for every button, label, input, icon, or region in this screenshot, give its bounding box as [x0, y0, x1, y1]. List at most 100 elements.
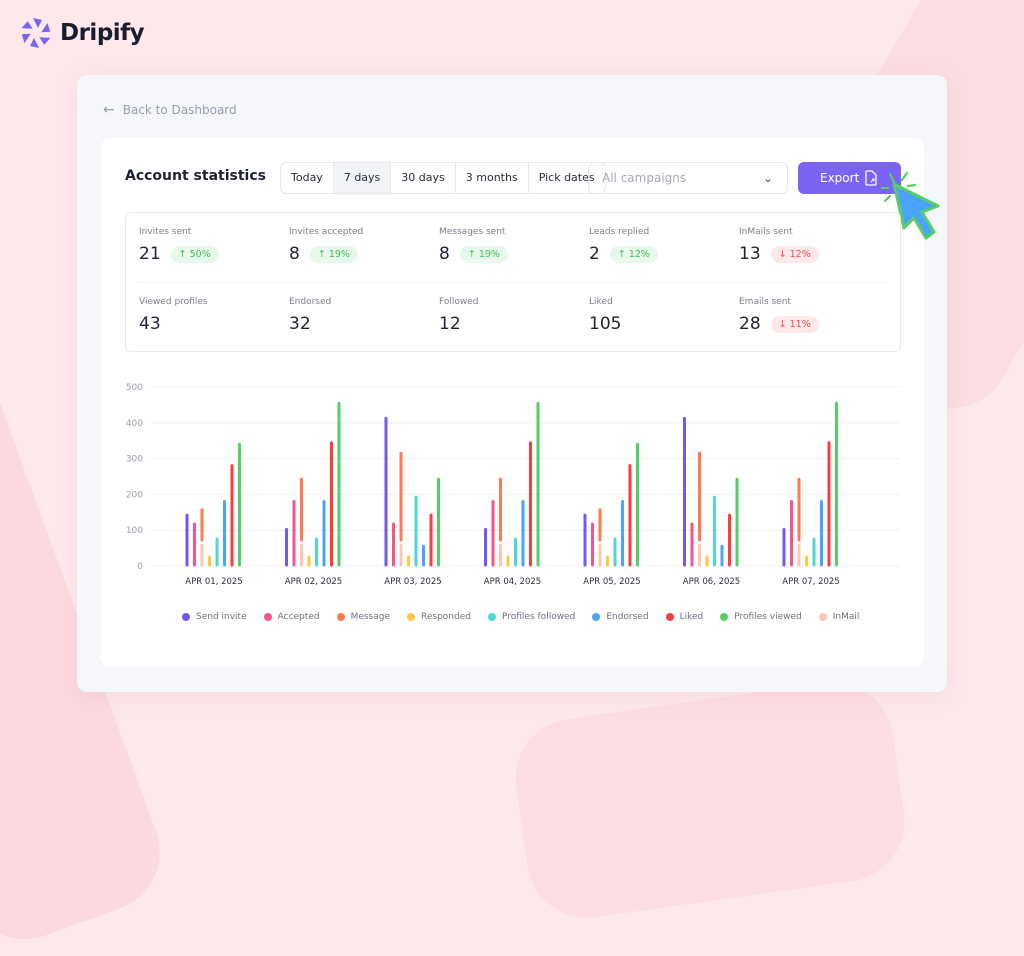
- range-pick-dates[interactable]: Pick dates: [538, 171, 595, 184]
- change-value: 11%: [789, 318, 811, 330]
- change-badge: ↑ 50%: [170, 245, 219, 263]
- brand-logo: Dripify: [20, 17, 145, 49]
- back-label: Back to Dashboard: [122, 103, 237, 117]
- statistics-card: [101, 138, 924, 667]
- campaign-select-value: All campaigns: [602, 171, 687, 185]
- stat-invites-sent: Invites sent 21 ↑ 50%: [139, 227, 279, 264]
- stats-panel: [125, 212, 901, 352]
- range-30-days[interactable]: 30 days: [391, 163, 456, 193]
- chevron-down-icon: ⌄: [762, 171, 773, 185]
- y-tick-label: 500: [126, 383, 143, 393]
- legend-item[interactable]: Profiles followed: [487, 612, 576, 622]
- legend-dot-icon: [818, 613, 827, 621]
- chart-legend: Send invite Accepted Message Responded Profi…: [182, 612, 876, 622]
- arrow-up-icon: ↑: [317, 248, 326, 260]
- change-value: 12%: [628, 248, 650, 260]
- legend-label: Send invite: [196, 612, 247, 622]
- y-tick-label: 400: [126, 419, 143, 429]
- stat-value: 43: [139, 314, 161, 334]
- stat-followed: Followed 12: [439, 297, 579, 334]
- x-tick-label: APR 05, 2025: [583, 577, 640, 587]
- change-value: 50%: [189, 248, 211, 260]
- stat-label: Invites sent: [139, 227, 192, 237]
- legend-label: Profiles followed: [501, 612, 576, 622]
- legend-item[interactable]: Responded: [407, 612, 471, 622]
- stat-endorsed: Endorsed 32: [289, 297, 429, 334]
- x-tick-label: APR 06, 2025: [683, 577, 740, 587]
- legend-dot-icon: [720, 613, 729, 621]
- stat-value: 2: [589, 244, 600, 264]
- legend-label: Responded: [421, 612, 471, 622]
- change-badge: ↑ 12%: [609, 245, 658, 263]
- stat-invites-accepted: Invites accepted 8 ↑ 19%: [289, 227, 429, 264]
- stat-label: InMails sent: [739, 227, 793, 237]
- x-tick-label: APR 03, 2025: [384, 577, 441, 587]
- x-tick-label: APR 07, 2025: [782, 577, 839, 587]
- stat-value: 32: [289, 314, 311, 334]
- legend-item[interactable]: Message: [336, 612, 391, 622]
- legend-item[interactable]: Send invite: [182, 612, 247, 622]
- legend-item[interactable]: Liked: [665, 612, 704, 622]
- legend-dot-icon: [487, 613, 496, 621]
- campaign-select[interactable]: All campaigns ⌄: [588, 162, 788, 194]
- range-3-months[interactable]: 3 months: [456, 163, 529, 193]
- stat-emails-sent: Emails sent 28 ↓ 11%: [739, 297, 879, 334]
- x-tick-label: APR 04, 2025: [484, 577, 541, 587]
- range-today[interactable]: Today: [281, 163, 334, 193]
- y-tick-label: 300: [126, 455, 143, 465]
- stat-value: 105: [589, 314, 622, 334]
- change-badge: ↑ 19%: [459, 245, 508, 263]
- change-badge: ↑ 19%: [309, 245, 358, 263]
- stat-value: 21: [139, 244, 161, 264]
- legend-item[interactable]: Accepted: [263, 612, 320, 622]
- stat-label: Leads replied: [589, 227, 650, 237]
- arrow-down-icon: ↓: [778, 248, 787, 260]
- stat-value: 13: [739, 244, 761, 264]
- legend-item[interactable]: Endorsed: [592, 612, 649, 622]
- change-badge: ↓ 12%: [770, 245, 819, 263]
- arrow-up-icon: ↑: [178, 248, 187, 260]
- legend-label: Liked: [679, 612, 704, 622]
- legend-label: Accepted: [277, 612, 320, 622]
- legend-label: Endorsed: [606, 612, 649, 622]
- legend-label: Profiles viewed: [734, 612, 802, 622]
- export-label: Export: [820, 171, 860, 185]
- legend-label: InMail: [832, 612, 860, 622]
- arrow-up-icon: ↑: [467, 248, 476, 260]
- export-file-icon: [865, 170, 877, 186]
- stat-label: Endorsed: [289, 297, 332, 307]
- stat-value: 12: [439, 314, 461, 334]
- page-title: Account statistics: [125, 168, 266, 184]
- y-tick-label: 0: [137, 562, 143, 572]
- stat-value: 28: [739, 314, 761, 334]
- legend-dot-icon: [592, 613, 601, 621]
- legend-dot-icon: [263, 613, 272, 621]
- x-tick-label: APR 02, 2025: [285, 577, 342, 587]
- legend-item[interactable]: InMail: [818, 612, 860, 622]
- brand-name: Dripify: [60, 20, 145, 46]
- y-tick-label: 100: [126, 526, 143, 536]
- legend-dot-icon: [182, 613, 190, 621]
- arrow-left-icon: ←: [103, 102, 115, 118]
- stat-label: Followed: [439, 297, 479, 307]
- stat-label: Invites accepted: [289, 227, 364, 237]
- legend-dot-icon: [665, 613, 674, 621]
- stat-label: Emails sent: [739, 297, 791, 307]
- stat-label: Viewed profiles: [139, 297, 208, 307]
- date-range-tabs: Today 7 days 30 days 3 months Pick dates: [280, 162, 606, 194]
- back-to-dashboard-link[interactable]: ← Back to Dashboard: [103, 102, 237, 118]
- stat-label: Liked: [589, 297, 613, 307]
- stat-label: Messages sent: [439, 227, 506, 237]
- stat-value: 8: [439, 244, 450, 264]
- legend-item[interactable]: Profiles viewed: [720, 612, 802, 622]
- stat-leads-replied: Leads replied 2 ↑ 12%: [589, 227, 729, 264]
- change-badge: ↓ 11%: [770, 315, 819, 333]
- range-7-days[interactable]: 7 days: [333, 163, 392, 193]
- stat-inmails-sent: InMails sent 13 ↓ 12%: [739, 227, 879, 264]
- change-value: 12%: [789, 248, 811, 260]
- mouse-cursor-icon: [880, 171, 940, 240]
- legend-dot-icon: [407, 613, 416, 621]
- legend-label: Message: [350, 612, 391, 622]
- change-value: 19%: [478, 248, 500, 260]
- y-tick-label: 200: [126, 490, 143, 500]
